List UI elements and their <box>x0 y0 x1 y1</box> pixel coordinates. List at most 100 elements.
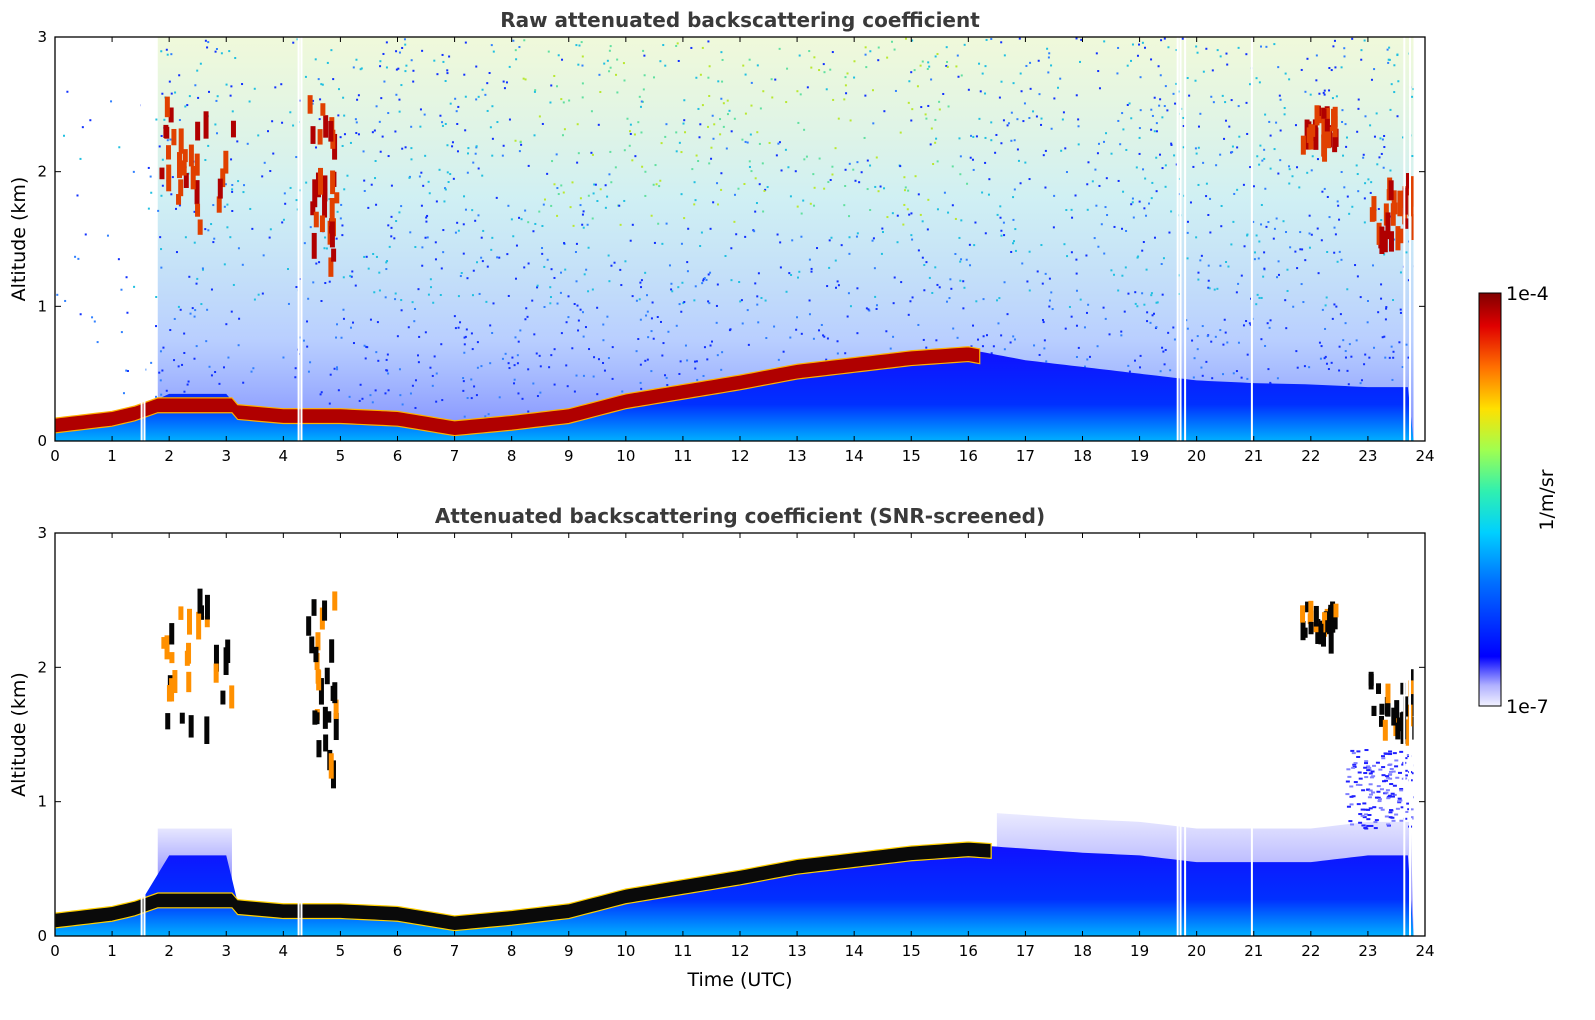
speckle <box>762 90 765 93</box>
speckle <box>326 61 329 64</box>
speckle <box>707 40 710 43</box>
speckle <box>580 41 583 44</box>
cloud-cell <box>1410 694 1416 717</box>
cloud-cell <box>1302 627 1308 638</box>
speckle <box>1223 318 1226 321</box>
x-tick-label: 7 <box>450 447 460 465</box>
speckle <box>582 374 585 377</box>
speckle <box>223 205 226 208</box>
speckle <box>309 361 312 364</box>
speckle <box>720 368 723 371</box>
speckle <box>875 307 878 310</box>
speckle <box>253 87 256 90</box>
cloud-cell <box>1300 135 1306 155</box>
x-tick-label: 20 <box>1187 942 1206 960</box>
speckle <box>634 155 637 158</box>
speckle <box>954 252 957 255</box>
speckle <box>741 322 744 325</box>
speckle <box>710 146 713 149</box>
speckle <box>1182 146 1185 149</box>
x-tick-label: 15 <box>902 942 921 960</box>
speckle <box>511 356 514 359</box>
speckle <box>683 119 686 122</box>
speckle <box>934 266 937 269</box>
x-tick-label: 8 <box>507 447 517 465</box>
speckle <box>1246 132 1249 135</box>
speckle <box>938 286 941 289</box>
speckle <box>536 395 539 398</box>
speckle <box>1269 381 1272 384</box>
speckle <box>441 399 444 402</box>
speckle <box>91 316 94 319</box>
speckle <box>498 256 501 259</box>
speckle <box>1388 811 1393 814</box>
cloud-cell <box>179 712 185 724</box>
speckle <box>359 383 362 386</box>
cloud-cell <box>1314 105 1320 126</box>
speckle <box>1269 167 1272 170</box>
speckle <box>1207 264 1210 267</box>
speckle <box>1337 204 1340 207</box>
speckle <box>1388 770 1393 773</box>
speckle <box>1328 89 1331 92</box>
speckle <box>1186 231 1189 234</box>
speckle <box>959 260 962 263</box>
speckle <box>1375 761 1380 764</box>
speckle <box>412 80 415 83</box>
speckle <box>1379 137 1382 140</box>
speckle <box>879 185 882 188</box>
speckle <box>1334 233 1337 236</box>
speckle <box>1381 757 1386 760</box>
speckle <box>428 192 431 195</box>
speckle <box>1207 279 1210 282</box>
speckle <box>917 249 920 252</box>
speckle <box>294 367 297 370</box>
speckle <box>795 328 798 331</box>
speckle <box>885 330 888 333</box>
speckle <box>355 132 358 135</box>
speckle <box>1373 135 1376 138</box>
speckle <box>620 284 623 287</box>
speckle <box>818 329 821 332</box>
speckle <box>470 397 473 400</box>
speckle <box>319 393 322 396</box>
speckle <box>1387 794 1392 797</box>
speckle <box>212 204 215 207</box>
speckle <box>1032 110 1035 113</box>
speckle <box>886 216 889 219</box>
speckle <box>446 171 449 174</box>
speckle <box>741 138 744 141</box>
speckle <box>1326 250 1329 253</box>
speckle <box>498 396 501 399</box>
speckle <box>1256 293 1259 296</box>
speckle <box>717 80 720 83</box>
speckle <box>527 410 530 413</box>
speckle <box>526 315 529 318</box>
speckle <box>849 119 852 122</box>
speckle <box>564 268 567 271</box>
speckle <box>274 86 277 89</box>
speckle <box>832 98 835 101</box>
speckle <box>1013 240 1016 243</box>
speckle <box>1399 271 1402 274</box>
speckle <box>1383 335 1386 338</box>
speckle <box>1156 301 1159 304</box>
cloud-cell <box>1382 719 1388 741</box>
speckle <box>816 247 819 250</box>
speckle <box>223 263 226 266</box>
speckle <box>1277 66 1280 69</box>
speckle <box>401 403 404 406</box>
speckle <box>1006 124 1009 127</box>
speckle <box>828 266 831 269</box>
speckle <box>1357 190 1360 193</box>
speckle <box>341 224 344 227</box>
speckle <box>677 286 680 289</box>
speckle <box>444 122 447 125</box>
cloud-cell <box>1326 126 1332 149</box>
speckle <box>423 113 426 116</box>
cloud-cell <box>182 149 188 163</box>
speckle <box>683 99 686 102</box>
speckle <box>928 65 931 68</box>
speckle <box>466 277 469 280</box>
speckle <box>1236 188 1239 191</box>
